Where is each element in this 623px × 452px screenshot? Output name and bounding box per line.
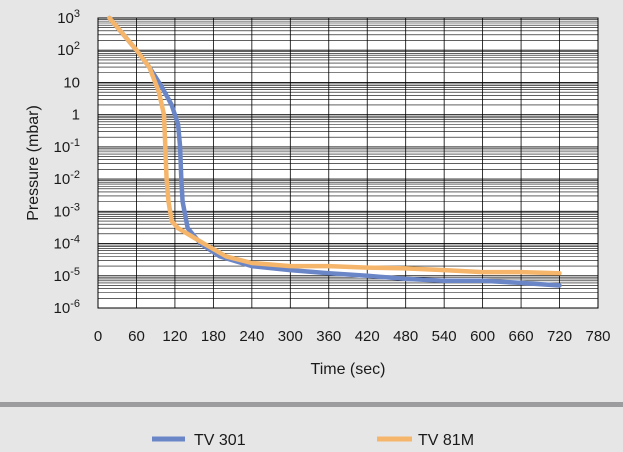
x-axis-title: Time (sec) [311,361,386,378]
plot-area [98,18,598,308]
legend-separator [0,402,623,407]
series-line-tv81m [107,15,562,276]
x-tick-labels: 0 60 120 180 240 300 360 420 480 540 600 660 720 780 [94,328,611,345]
x-tick-label: 660 [509,328,534,345]
y-tick-label: 103 [57,8,80,27]
x-tick-label: 600 [470,328,495,345]
plot-frame [97,17,599,309]
legend: TV 301 TV 81M [152,432,474,449]
y-tick-label: 102 [57,40,80,59]
y-tick-label: 10-1 [54,137,80,156]
legend-area [0,407,623,452]
y-tick-label: 10-5 [54,266,80,285]
y-tick-label: 1 [72,107,80,124]
grid [97,17,599,309]
legend-label-tv81m: TV 81M [418,432,474,449]
x-tick-label: 360 [316,328,341,345]
x-tick-label: 780 [585,328,610,345]
x-tick-label: 540 [432,328,457,345]
x-tick-label: 480 [393,328,418,345]
x-tick-label: 180 [201,328,226,345]
y-tick-label: 10-2 [54,169,80,188]
x-tick-label: 300 [278,328,303,345]
x-tick-label: 120 [162,328,187,345]
y-tick-label: 10 [63,74,80,91]
x-tick-label: 60 [128,328,145,345]
y-axis-title: Pressure (mbar) [25,105,42,221]
x-tick-label: 720 [547,328,572,345]
x-tick-label: 240 [239,328,264,345]
y-tick-label: 10-6 [54,298,80,317]
series-layer [107,15,562,288]
y-tick-label: 10-4 [54,234,80,253]
x-tick-label: 0 [94,328,102,345]
x-tick-label: 420 [355,328,380,345]
y-tick-label: 10-3 [54,201,80,220]
legend-label-tv301: TV 301 [194,432,246,449]
